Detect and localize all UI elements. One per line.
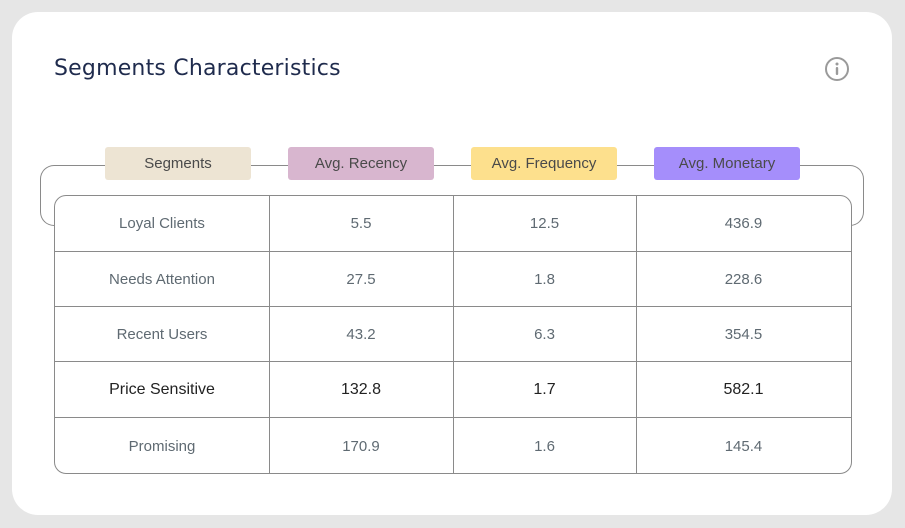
page-title: Segments Characteristics — [54, 56, 341, 81]
monetary-cell: 228.6 — [724, 271, 763, 288]
column-divider — [269, 196, 270, 473]
table-row: Recent Users 43.2 6.3 354.5 — [55, 306, 851, 362]
header-connector — [434, 165, 471, 166]
table-row: Loyal Clients 5.5 12.5 436.9 — [55, 196, 851, 251]
header-connector — [800, 165, 832, 166]
table-row-highlighted: Price Sensitive 132.8 1.7 582.1 — [55, 361, 851, 417]
monetary-cell: 436.9 — [724, 215, 763, 232]
monetary-cell: 582.1 — [723, 380, 764, 398]
info-circle-icon[interactable] — [825, 57, 849, 81]
column-divider — [636, 196, 637, 473]
recency-cell: 132.8 — [340, 380, 382, 398]
frequency-cell: 6.3 — [534, 326, 555, 343]
column-header-segments: Segments — [105, 147, 251, 180]
monetary-cell: 354.5 — [724, 326, 763, 343]
frequency-cell: 1.7 — [533, 380, 556, 398]
frequency-cell: 12.5 — [529, 215, 560, 232]
segments-table: Loyal Clients 5.5 12.5 436.9 Needs Atten… — [54, 195, 852, 474]
monetary-cell: 145.4 — [724, 437, 763, 455]
segment-cell: Loyal Clients — [119, 215, 205, 232]
segment-cell: Needs Attention — [109, 271, 215, 288]
frequency-cell: 1.6 — [534, 437, 555, 455]
table-row: Promising 170.9 1.6 145.4 — [55, 417, 851, 473]
frequency-cell: 1.8 — [534, 271, 555, 288]
recency-cell: 170.9 — [342, 437, 380, 455]
segment-cell: Promising — [128, 437, 196, 455]
column-header-avg-frequency: Avg. Frequency — [471, 147, 617, 180]
recency-cell: 27.5 — [346, 271, 376, 288]
header-connector — [70, 165, 105, 166]
column-divider — [453, 196, 454, 473]
recency-cell: 5.5 — [350, 215, 372, 232]
segment-cell: Price Sensitive — [109, 380, 215, 398]
column-header-avg-monetary: Avg. Monetary — [654, 147, 800, 180]
header-connector — [617, 165, 654, 166]
column-header-avg-recency: Avg. Recency — [288, 147, 434, 180]
recency-cell: 43.2 — [346, 326, 376, 343]
segment-cell: Recent Users — [116, 326, 208, 343]
table-row: Needs Attention 27.5 1.8 228.6 — [55, 251, 851, 307]
header-connector — [251, 165, 288, 166]
